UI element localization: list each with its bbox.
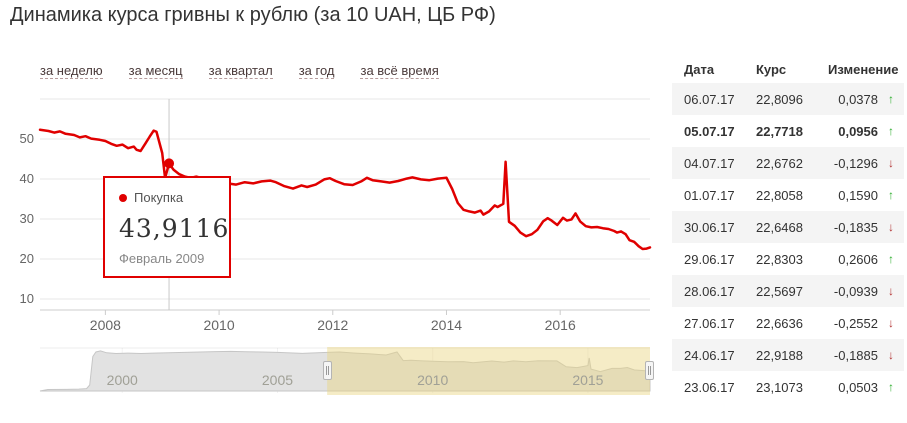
cell-change: -0,2552 [833,315,878,331]
table-row: 01.07.17 22,8058 0,1590 ↑ [672,179,904,211]
tab-quarter[interactable]: за квартал [208,63,273,79]
navigator-year-label: 2005 [262,372,293,388]
x-axis-label: 2008 [90,317,121,333]
y-axis-label: 30 [20,211,34,226]
cell-change: -0,0939 [833,283,878,299]
tooltip-value: 43,9116 [119,214,230,243]
header-rate: Курс [756,61,787,77]
y-axis-label: 50 [20,131,34,146]
up-arrow-icon: ↑ [888,380,894,394]
down-arrow-icon: ↓ [888,348,894,362]
table-row: 30.06.17 22,6468 -0,1835 ↓ [672,211,904,243]
x-axis-label: 2012 [317,317,348,333]
cell-date: 01.07.17 [684,187,735,203]
y-axis-label: 20 [20,251,34,266]
navigator-handle-left[interactable] [323,361,333,380]
down-arrow-icon: ↓ [888,156,894,170]
cell-rate: 23,1073 [756,379,803,395]
table-row: 23.06.17 23,1073 0,0503 ↑ [672,371,904,403]
cell-date: 06.07.17 [684,91,735,107]
range-tabs: за неделю за месяц за квартал за год за всё … [40,63,439,79]
cell-change: 0,1590 [838,187,878,203]
x-axis-label: 2016 [545,317,576,333]
tooltip-series-label: Покупка [134,190,184,205]
cell-change: -0,1835 [833,219,878,235]
cell-date: 29.06.17 [684,251,735,267]
cell-rate: 22,6636 [756,315,803,331]
y-axis-label: 10 [20,291,34,306]
cell-change: 0,0503 [838,379,878,395]
rate-line [38,128,652,251]
series-dot-icon [119,194,127,202]
table-row: 04.07.17 22,6762 -0,1296 ↓ [672,147,904,179]
cell-change: -0,1296 [833,155,878,171]
tab-month[interactable]: за месяц [128,63,183,79]
cell-rate: 22,7718 [756,123,803,139]
tab-week[interactable]: за неделю [40,63,103,79]
table-row: 24.06.17 22,9188 -0,1885 ↓ [672,339,904,371]
cell-date: 24.06.17 [684,347,735,363]
cell-rate: 22,8058 [756,187,803,203]
cell-rate: 22,6468 [756,219,803,235]
down-arrow-icon: ↓ [888,284,894,298]
cell-rate: 22,5697 [756,283,803,299]
x-axis-label: 2010 [203,317,234,333]
cell-date: 04.07.17 [684,155,735,171]
rates-table: Дата Курс Изменение 06.07.17 22,8096 0,0378 ↑ 0… [672,55,904,403]
navigator-year-label: 2000 [107,372,138,388]
cell-change: -0,1885 [833,347,878,363]
navigator-area [39,350,651,392]
cell-rate: 22,6762 [756,155,803,171]
cell-rate: 22,9188 [756,347,803,363]
up-arrow-icon: ↑ [888,188,894,202]
page-title: Динамика курса гривны к рублю (за 10 UAH… [10,4,496,26]
cell-change: 0,0956 [838,123,878,139]
hover-point-marker [164,158,175,169]
table-row: 05.07.17 22,7718 0,0956 ↑ [672,115,904,147]
table-header-row: Дата Курс Изменение [672,55,904,83]
y-axis-label: 40 [20,171,34,186]
x-axis-label: 2014 [431,317,462,333]
navigator-selection[interactable] [327,347,650,395]
cell-date: 28.06.17 [684,283,735,299]
cell-date: 23.06.17 [684,379,735,395]
up-arrow-icon: ↑ [888,124,894,138]
navigator-handle-right[interactable] [645,361,654,380]
up-arrow-icon: ↑ [888,92,894,106]
cell-change: 0,2606 [838,251,878,267]
cell-rate: 22,8303 [756,251,803,267]
up-arrow-icon: ↑ [888,252,894,266]
tooltip-date: Февраль 2009 [119,251,205,266]
table-row: 27.06.17 22,6636 -0,2552 ↓ [672,307,904,339]
navigator-year-label: 2010 [417,372,448,388]
tab-year[interactable]: за год [298,63,335,79]
chart-tooltip: Покупка 43,9116 Февраль 2009 [103,176,231,278]
table-row: 28.06.17 22,5697 -0,0939 ↓ [672,275,904,307]
navigator-chart[interactable]: 2000 2005 2010 2015 [0,340,660,410]
table-row: 29.06.17 22,8303 0,2606 ↑ [672,243,904,275]
navigator-year-label: 2015 [572,372,603,388]
cell-date: 05.07.17 [684,123,735,139]
table-row: 06.07.17 22,8096 0,0378 ↑ [672,83,904,115]
down-arrow-icon: ↓ [888,220,894,234]
tab-all[interactable]: за всё время [360,63,439,79]
main-chart[interactable]: 10 20 30 40 50 2008 2010 2012 2014 2016 [0,85,660,335]
cell-date: 27.06.17 [684,315,735,331]
down-arrow-icon: ↓ [888,316,894,330]
cell-rate: 22,8096 [756,91,803,107]
cell-change: 0,0378 [838,91,878,107]
cell-date: 30.06.17 [684,219,735,235]
header-change: Изменение [828,61,899,77]
header-date: Дата [684,61,715,77]
